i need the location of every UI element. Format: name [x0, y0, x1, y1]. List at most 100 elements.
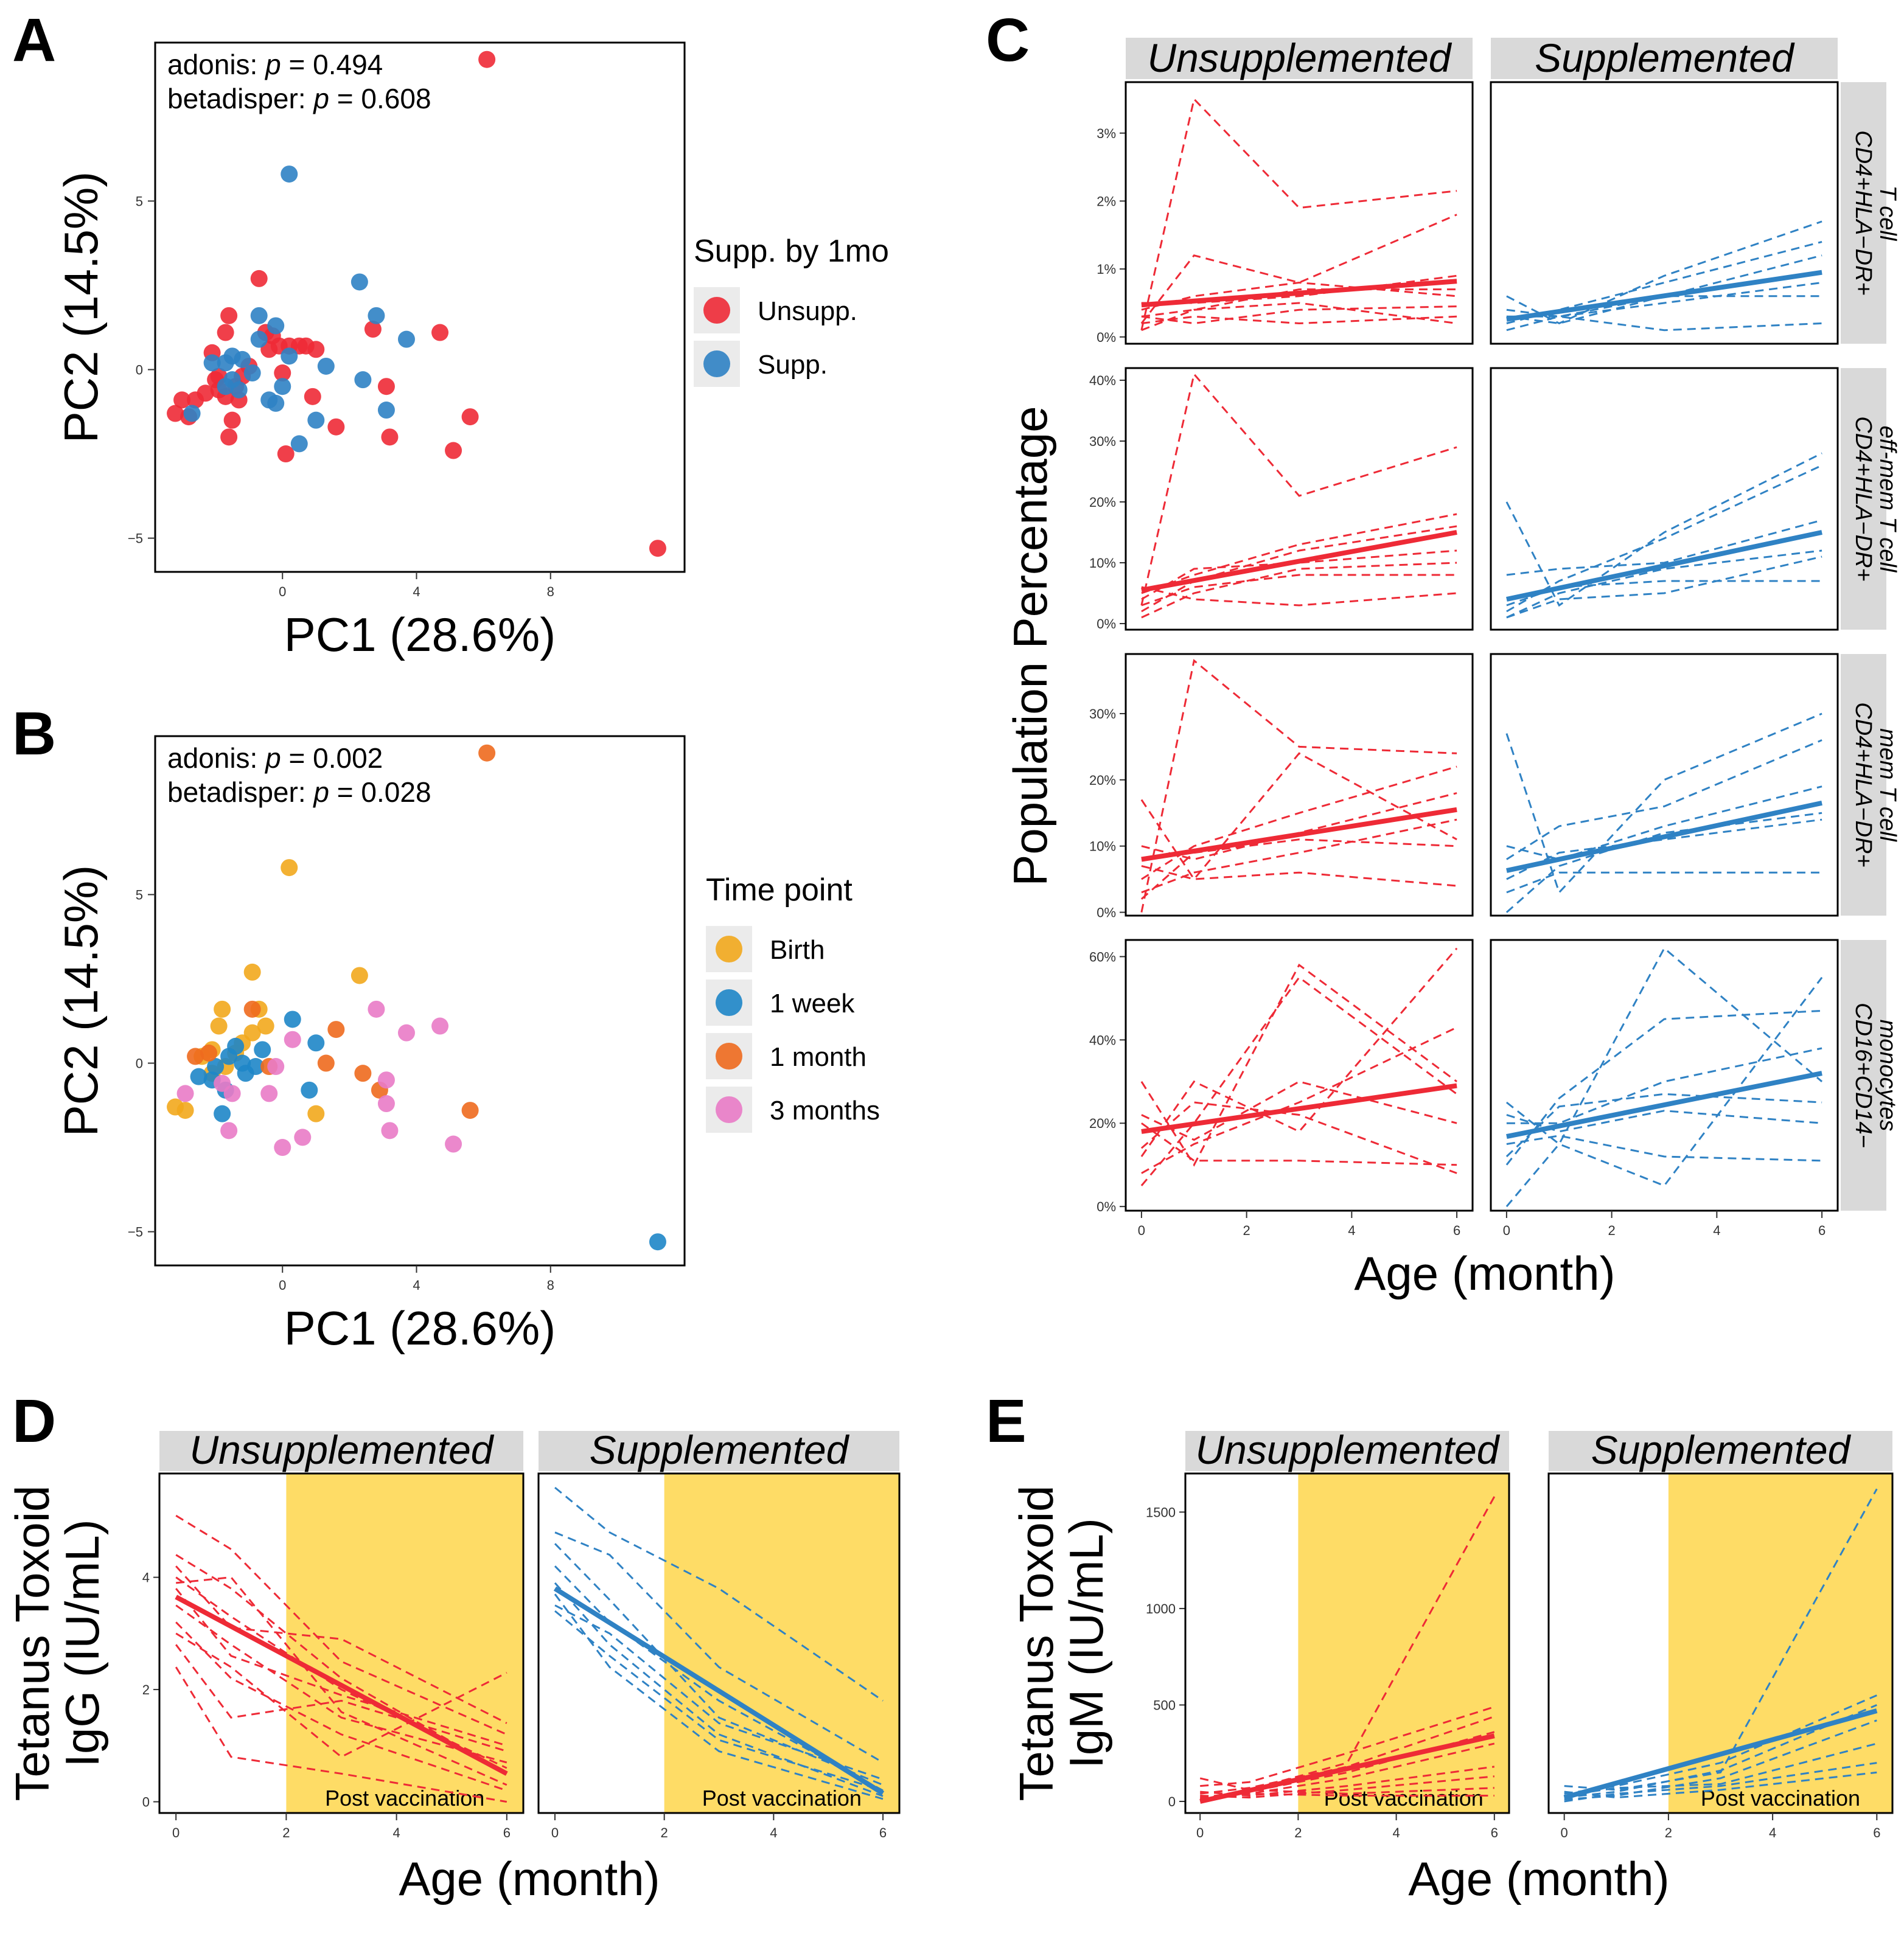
subject-line	[1140, 372, 1457, 606]
data-point	[377, 1095, 395, 1113]
subject-line	[554, 1486, 884, 1702]
data-point	[207, 1058, 225, 1076]
data-point	[445, 1135, 462, 1153]
data-point	[190, 1068, 207, 1085]
data-point	[281, 165, 298, 183]
data-point	[267, 317, 285, 335]
x-tick-label: 2	[1243, 1223, 1250, 1238]
facet-strip-label: Unsupplemented	[190, 1427, 495, 1472]
subject-line	[1564, 1694, 1877, 1795]
panel-letter-e: E	[986, 1387, 1027, 1455]
subject-line	[1199, 1496, 1496, 1791]
subject-line	[1141, 1026, 1457, 1174]
subject-line	[1140, 752, 1457, 881]
data-point	[173, 391, 191, 409]
subject-line	[1140, 947, 1458, 1157]
post-vaccination-label: Post vaccination	[702, 1786, 862, 1811]
subject-line	[554, 1531, 884, 1764]
data-point	[183, 405, 201, 422]
subject-line	[1140, 838, 1457, 900]
x-tick-label: 2	[1608, 1223, 1616, 1238]
data-point	[445, 442, 462, 459]
data-point	[301, 1081, 318, 1099]
data-point	[220, 1048, 238, 1065]
subject-line	[1506, 549, 1822, 619]
line-panel-d: Unsupplemented Supplemented 0 2 4 Post vaccin…	[5, 1427, 901, 1905]
x-axis-title: Age (month)	[1408, 1852, 1669, 1905]
data-point	[267, 394, 285, 412]
x-tick-label: 8	[547, 584, 554, 599]
data-point	[217, 354, 234, 372]
data-point	[247, 1058, 265, 1076]
data-point	[317, 1054, 335, 1072]
y-tick-label: 500	[1153, 1697, 1176, 1713]
adonis-label: adonis:	[167, 49, 265, 80]
subject-line	[1505, 452, 1822, 607]
x-tick-label: 2	[282, 1825, 290, 1840]
facet-strip-label: Unsupplemented	[1196, 1427, 1501, 1472]
data-point	[250, 270, 268, 287]
legend-key-point	[716, 1096, 742, 1123]
trend-line	[1141, 530, 1457, 593]
y-axis-title-line-1: Tetanus Toxoid	[1010, 1486, 1063, 1801]
subject-line	[175, 1514, 507, 1736]
y-tick-label: 4	[142, 1570, 150, 1585]
y-tick-label: 10%	[1089, 839, 1116, 854]
data-point	[304, 388, 321, 405]
facet-row-label-1: CD4+HLA−DR+	[1850, 416, 1876, 581]
subject-line	[175, 1604, 507, 1764]
subject-line	[1506, 555, 1822, 619]
facet-row-label-1: CD4+HLA−DR+	[1850, 130, 1876, 295]
subject-line	[1199, 1787, 1494, 1800]
betadisper-label: betadisper:	[167, 776, 313, 808]
subject-line	[1506, 241, 1822, 324]
plot-frame	[537, 1472, 901, 1814]
data-point	[187, 1048, 204, 1065]
subject-line	[1141, 792, 1457, 861]
subject-line	[1199, 1792, 1494, 1801]
subject-line	[1140, 97, 1457, 331]
x-tick-label: 6	[503, 1825, 511, 1840]
subject-line	[1141, 865, 1457, 887]
x-tick-label: 6	[1818, 1223, 1826, 1238]
subject-line	[1506, 739, 1822, 860]
data-point	[317, 357, 335, 375]
subject-line	[1564, 1719, 1877, 1801]
subject-line	[554, 1593, 884, 1800]
data-point	[294, 1129, 312, 1146]
x-tick-label: 6	[879, 1825, 887, 1840]
panel-letter-a: A	[12, 6, 56, 74]
data-point	[649, 1233, 666, 1251]
legend-key-point	[703, 297, 730, 324]
data-point	[350, 967, 368, 984]
data-point	[220, 307, 238, 324]
subject-line	[1506, 1135, 1822, 1162]
subject-line	[1564, 1704, 1877, 1799]
trend-line	[1506, 800, 1822, 873]
subject-line	[1141, 586, 1457, 607]
trend-line	[1141, 1083, 1457, 1134]
facet-row-label-2: mem T cell	[1875, 728, 1900, 842]
betadisper-label: betadisper:	[167, 83, 313, 114]
x-tick-label: 0	[1138, 1223, 1145, 1238]
x-tick-label: 2	[1665, 1825, 1672, 1840]
figure-content: A B C D E 0 4 8 5 0 −5 PC1 (28.6%) PC2 (14.5%) adonis…	[5, 6, 1900, 1905]
trend-line	[175, 1595, 508, 1776]
subject-line	[1141, 574, 1457, 607]
x-tick-label: 4	[1713, 1223, 1720, 1238]
data-point	[397, 1024, 415, 1042]
data-point	[281, 347, 298, 365]
trend-line	[1141, 279, 1457, 308]
y-tick-label: 2	[142, 1682, 150, 1697]
subject-line	[1140, 659, 1457, 913]
x-tick-label: 0	[551, 1825, 559, 1840]
subject-line	[1200, 1742, 1495, 1801]
y-tick-label: 20%	[1089, 495, 1116, 510]
subject-line	[1564, 1742, 1877, 1797]
plot-frame	[154, 735, 686, 1267]
x-tick-label: 8	[547, 1278, 554, 1293]
y-tick-label: 2%	[1097, 193, 1116, 209]
panel-letter-c: C	[986, 6, 1030, 74]
subject-line	[1505, 812, 1822, 913]
